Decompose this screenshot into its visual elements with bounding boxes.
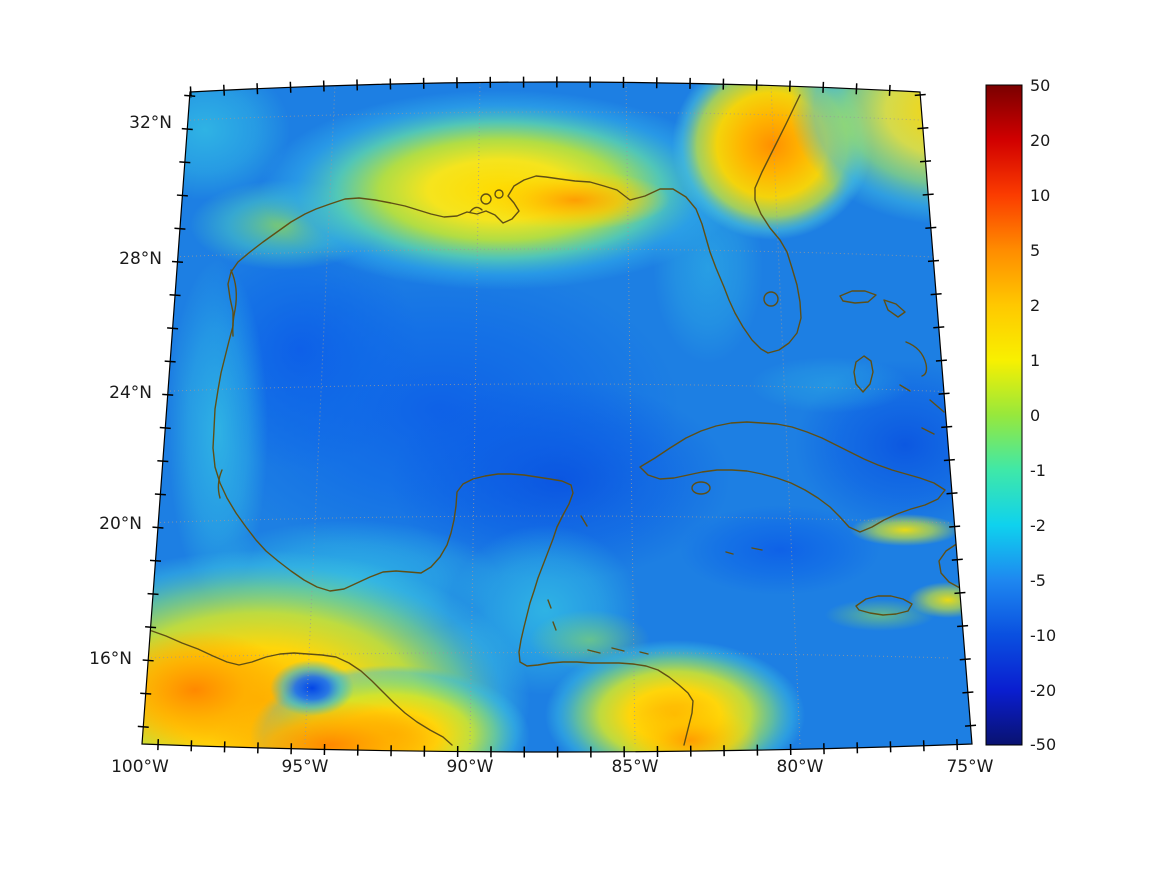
coastline-tamaulipas-lagoon: [217, 469, 223, 499]
graticule: [142, 82, 963, 745]
coastline-cayman-1: [751, 547, 763, 551]
colorbar-label-50: 50: [1030, 76, 1050, 95]
lon-label-95w: 95°W: [282, 757, 329, 777]
graticule-parallel-32n: [149, 111, 963, 123]
coastline-pacific-mexico: [142, 627, 453, 746]
colorbar-label-m1: -1: [1030, 461, 1046, 480]
colorbar-label-m50: -50: [1030, 735, 1056, 754]
warm-core-mobile-pensacola: [480, 170, 670, 230]
coastline-eleuthera: [905, 341, 928, 377]
lon-label-80w: 80°W: [777, 757, 824, 777]
fringe-florida-keys: [750, 357, 910, 413]
coastline-bahamas-cay-2: [899, 384, 911, 392]
lon-axis: 100°W 95°W 90°W 85°W 80°W 75°W: [111, 757, 994, 777]
colorbar-label-m5: -5: [1030, 571, 1046, 590]
colorbar-label-m20: -20: [1030, 681, 1056, 700]
coastline-bay-island-2: [611, 647, 625, 652]
coastline-cozumel: [580, 515, 588, 527]
coastline-belize-cay-2: [552, 621, 557, 631]
warm-region-atlantic-corner: [790, 82, 972, 225]
coastline-bay-island-1: [587, 649, 601, 654]
coastline-lake-maurepas: [494, 189, 504, 199]
graticule-parallel-20n: [143, 515, 953, 524]
coastline-lake-okeechobee: [763, 291, 779, 307]
colorbar-label-10: 10: [1030, 186, 1050, 205]
lat-label-32n: 32°N: [129, 113, 172, 133]
coastline-isle-of-youth: [691, 481, 711, 495]
colorbar-label-m10: -10: [1030, 626, 1056, 645]
coastline-bahamas-cay-3: [921, 427, 935, 435]
cold-region-south-of-cuba: [680, 505, 880, 595]
coastline-laguna-madre: [230, 269, 238, 337]
warm-core-nicaragua: [620, 705, 760, 752]
lon-label-85w: 85°W: [612, 757, 659, 777]
lat-label-20n: 20°N: [99, 514, 142, 534]
coastline-cuba: [639, 421, 946, 533]
lat-label-28n: 28°N: [119, 249, 162, 269]
colorbar-label-5: 5: [1030, 241, 1040, 260]
fringe-mexico-coast: [168, 260, 268, 600]
coastline-grand-bahama: [839, 290, 877, 304]
cold-spot-tehuantepec: [270, 660, 354, 716]
coastline-bay-island-3: [639, 651, 649, 655]
coastline-jamaica: [855, 595, 913, 616]
coastline-cayman-2: [725, 551, 734, 555]
lat-label-16n: 16°N: [89, 649, 132, 669]
colorbar: 50 20 10 5 2 1 0 -1 -2 -5 -10 -20 -50: [985, 76, 1056, 754]
coastline-bahamas-cay-1: [929, 399, 945, 413]
coastline-andros: [853, 355, 874, 393]
colorbar-label-1: 1: [1030, 351, 1040, 370]
colorbar-label-20: 20: [1030, 131, 1050, 150]
coastline-louisiana-marsh: [469, 206, 483, 213]
coastline-abaco: [883, 299, 906, 318]
coastline-belize-cay-1: [547, 599, 552, 609]
graticule-parallel-16n: [142, 652, 951, 659]
lon-label-90w: 90°W: [447, 757, 494, 777]
colorbar-label-m2: -2: [1030, 516, 1046, 535]
colorbar-label-2: 2: [1030, 296, 1040, 315]
lon-label-75w: 75°W: [947, 757, 994, 777]
coastline-north-america: [212, 94, 802, 746]
graticule-meridian-90w: [469, 82, 481, 745]
warm-core-oaxaca: [210, 700, 450, 752]
colorbar-gradient: [985, 84, 1023, 746]
lat-label-24n: 24°N: [109, 383, 152, 403]
graticule-meridian-85w: [625, 82, 636, 745]
lon-label-100w: 100°W: [111, 757, 169, 777]
map-frame: [141, 81, 973, 753]
coastline-lake-pontchartrain: [480, 193, 492, 205]
colorbar-label-0: 0: [1030, 406, 1040, 425]
lat-axis: 32°N 28°N 24°N 20°N 16°N: [89, 113, 172, 669]
